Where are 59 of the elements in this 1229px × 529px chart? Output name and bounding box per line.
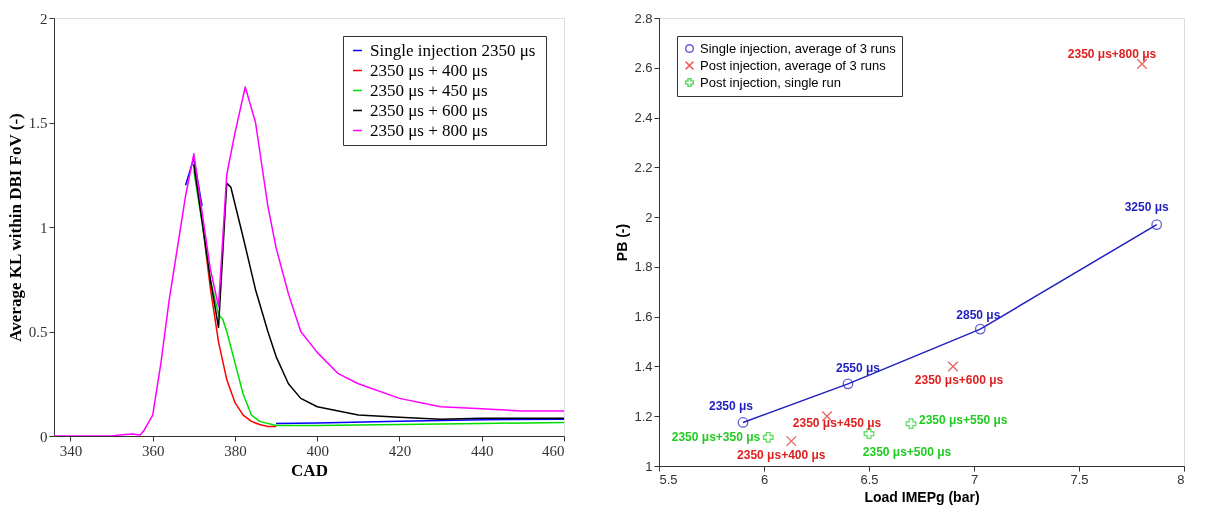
legend-label: 2350 μs + 600 μs (370, 100, 488, 120)
x-tick-label: 420 (388, 442, 412, 459)
point (974, 323, 986, 335)
x-tick-label: 6.5 (860, 471, 879, 487)
annotation: 2350 μs+350 μs (671, 430, 761, 445)
legend-label: Post injection, average of 3 runs (700, 57, 887, 73)
y-tick-label: 1.6 (634, 309, 653, 325)
annotation: 2350 μs+800 μs (1067, 47, 1157, 62)
annotation: 3250 μs (1124, 199, 1170, 214)
annotation: 2350 μs (708, 399, 754, 414)
y-axis-title: PB (-) (614, 223, 631, 262)
x-axis-title: CAD (291, 460, 328, 480)
y-tick-label: 1.4 (634, 358, 653, 374)
annotation: 2850 μs (956, 308, 1001, 323)
point (947, 361, 959, 372)
y-tick-label: 1 (645, 458, 653, 474)
x-tick-label: 340 (59, 442, 83, 459)
x-tick-label: 460 (542, 442, 565, 459)
point (762, 431, 774, 443)
x-tick-label: 360 (141, 442, 165, 459)
x-tick-label: 7 (970, 471, 979, 487)
y-tick-label: 2.2 (634, 159, 653, 175)
y-tick-label: 2 (645, 209, 653, 225)
x-tick-label: 440 (470, 442, 494, 459)
x-tick-label: 7.5 (1070, 471, 1089, 487)
y-tick-label: 0.5 (28, 324, 48, 340)
x-tick-label: 5.5 (659, 471, 678, 487)
y-tick-label: 2.4 (634, 110, 653, 126)
y-tick-label: 0 (40, 428, 48, 445)
point (785, 435, 797, 447)
y-tick-label: 2.8 (634, 10, 653, 26)
y-axis-title: Average KL within DBI FoV (-) (5, 113, 25, 342)
annotation: 2350 μs+400 μs (737, 448, 826, 463)
point (905, 418, 917, 430)
annotation: 2350 μs+600 μs (914, 373, 1004, 388)
annotation: 2350 μs+550 μs (919, 412, 1008, 427)
annotation: 2550 μs (835, 360, 881, 375)
x-tick-label: 8 (1177, 471, 1185, 487)
y-tick-label: 2 (40, 10, 48, 27)
x-axis-title: Load IMEPg (bar) (864, 488, 980, 505)
y-tick-label: 1 (40, 219, 48, 236)
x-tick-label: 6 (760, 471, 769, 487)
y-tick-label: 1.5 (28, 115, 48, 131)
point (842, 378, 854, 390)
legend-label: Post injection, single run (700, 74, 841, 90)
legend-label: 2350 μs + 400 μs (370, 60, 488, 80)
legend-label: 2350 μs + 450 μs (370, 80, 488, 100)
point (1151, 219, 1163, 230)
y-tick-label: 1.2 (634, 408, 653, 424)
y-tick-label: 1.8 (634, 259, 653, 275)
point (737, 417, 749, 428)
legend-label: Single injection 2350 μs (370, 40, 536, 60)
annotation: 2350 μs+450 μs (792, 416, 882, 431)
x-tick-label: 380 (224, 442, 247, 459)
legend-label: 2350 μs + 800 μs (370, 120, 488, 140)
annotation: 2350 μs+500 μs (862, 444, 952, 459)
x-tick-label: 400 (306, 442, 329, 459)
y-tick-label: 2.6 (634, 60, 653, 76)
legend-label: Single injection, average of 3 runs (700, 40, 897, 56)
